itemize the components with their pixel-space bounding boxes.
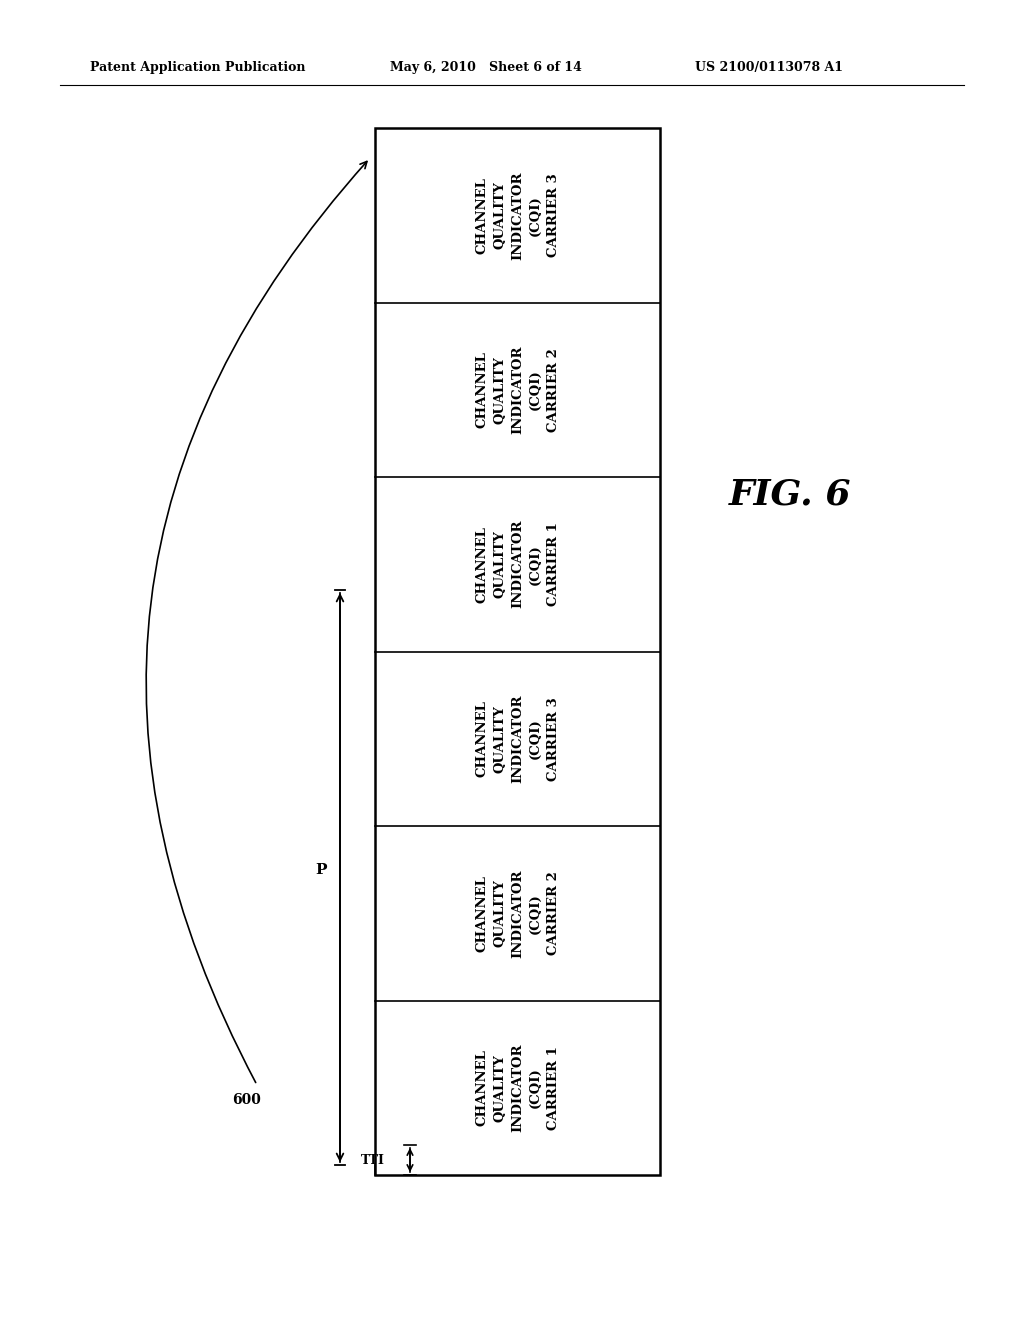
Text: TTI: TTI (361, 1154, 385, 1167)
Text: P: P (315, 863, 327, 876)
Text: CHANNEL
QUALITY
INDICATOR
(CQI)
CARRIER 2: CHANNEL QUALITY INDICATOR (CQI) CARRIER … (475, 346, 560, 434)
Bar (375, 128, 660, 1175)
Text: CHANNEL
QUALITY
INDICATOR
(CQI)
CARRIER 2: CHANNEL QUALITY INDICATOR (CQI) CARRIER … (475, 869, 560, 957)
Text: CHANNEL
QUALITY
INDICATOR
(CQI)
CARRIER 3: CHANNEL QUALITY INDICATOR (CQI) CARRIER … (475, 172, 560, 260)
Text: 600: 600 (232, 1093, 261, 1107)
Text: CHANNEL
QUALITY
INDICATOR
(CQI)
CARRIER 3: CHANNEL QUALITY INDICATOR (CQI) CARRIER … (475, 694, 560, 783)
Text: CHANNEL
QUALITY
INDICATOR
(CQI)
CARRIER 1: CHANNEL QUALITY INDICATOR (CQI) CARRIER … (475, 520, 560, 609)
Text: Patent Application Publication: Patent Application Publication (90, 62, 305, 74)
Text: FIG. 6: FIG. 6 (729, 478, 851, 511)
Text: May 6, 2010   Sheet 6 of 14: May 6, 2010 Sheet 6 of 14 (390, 62, 582, 74)
Text: US 2100/0113078 A1: US 2100/0113078 A1 (695, 62, 843, 74)
Text: CHANNEL
QUALITY
INDICATOR
(CQI)
CARRIER 1: CHANNEL QUALITY INDICATOR (CQI) CARRIER … (475, 1044, 560, 1133)
